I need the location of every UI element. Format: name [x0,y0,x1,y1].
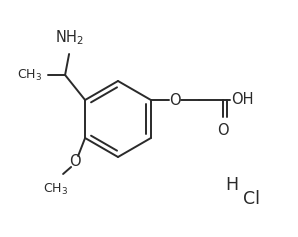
Text: H: H [226,176,239,194]
Text: NH$_2$: NH$_2$ [55,28,83,47]
Text: CH$_3$: CH$_3$ [43,182,68,197]
Text: CH$_3$: CH$_3$ [17,68,42,82]
Text: O: O [69,155,81,169]
Text: OH: OH [231,91,253,106]
Text: Cl: Cl [243,190,260,208]
Text: O: O [169,92,181,108]
Text: O: O [217,123,229,138]
